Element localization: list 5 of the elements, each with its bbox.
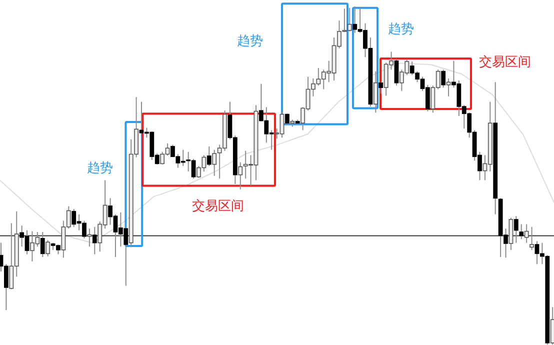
annotation: 趋势 bbox=[87, 161, 113, 176]
annotation: 交易区间 bbox=[479, 54, 531, 70]
annotation: 趋势 bbox=[388, 22, 414, 37]
annotation: 趋势 bbox=[237, 34, 263, 49]
annotation: 交易区间 bbox=[192, 198, 244, 214]
